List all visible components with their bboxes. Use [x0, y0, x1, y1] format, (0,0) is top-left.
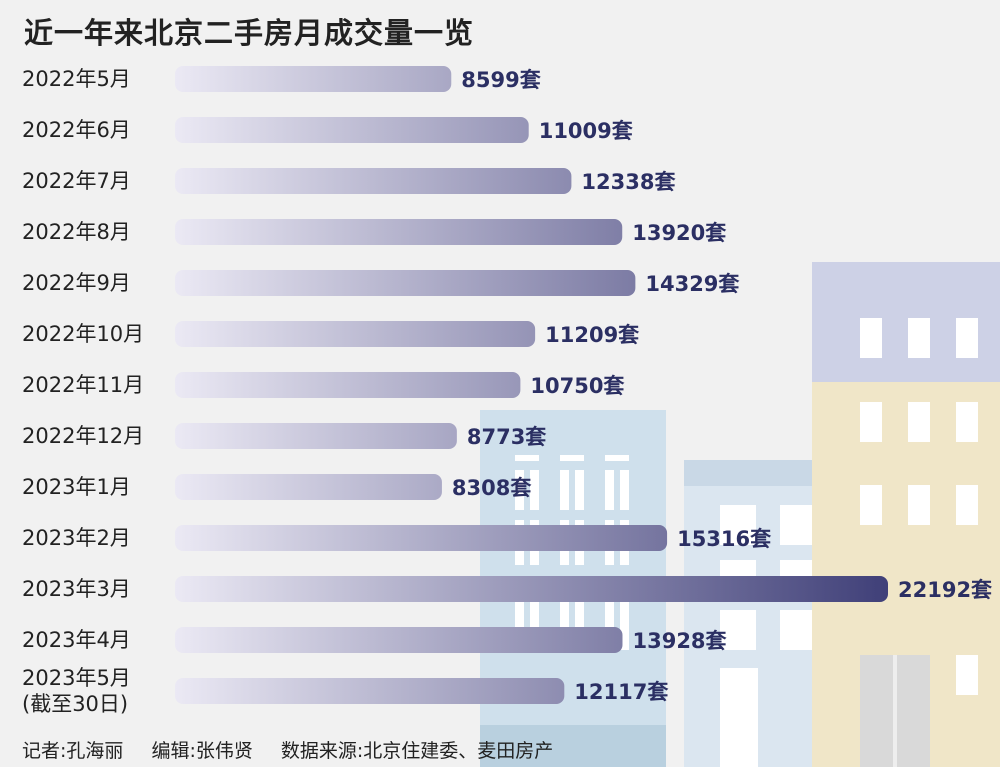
category-label: 2023年4月	[22, 628, 131, 652]
value-label: 11209套	[545, 323, 639, 347]
bar	[175, 219, 623, 245]
bar	[175, 66, 452, 92]
bar	[175, 372, 521, 398]
bar	[175, 525, 668, 551]
bar	[175, 678, 565, 704]
category-label: 2022年5月	[22, 67, 131, 91]
bar	[175, 117, 529, 143]
bar	[175, 627, 623, 653]
value-label: 8773套	[467, 425, 546, 449]
reporter-credit: 记者:孔海丽	[22, 740, 124, 762]
bar	[175, 474, 442, 500]
building-right	[812, 262, 1000, 767]
editor-credit: 编辑:张伟贤	[151, 740, 253, 762]
source-credit: 数据来源:北京住建委、麦田房产	[280, 740, 554, 762]
category-label: 2022年8月	[22, 220, 131, 244]
category-label: 2023年2月	[22, 526, 131, 550]
credits-line: 记者:孔海丽 编辑:张伟贤 数据来源:北京住建委、麦田房产	[22, 736, 575, 763]
value-label: 11009套	[539, 119, 633, 143]
value-label: 8599套	[461, 68, 540, 92]
category-label: 2022年12月	[22, 424, 144, 448]
bar	[175, 423, 457, 449]
category-label: 2022年7月	[22, 169, 131, 193]
bars-group: 2022年5月 8599套 2022年6月 11009套 2022年7月 12338套 20…	[22, 66, 992, 716]
bar	[175, 576, 888, 602]
bar	[175, 270, 636, 296]
bar	[175, 168, 572, 194]
category-label: 2023年5月	[22, 666, 131, 690]
value-label: 15316套	[677, 527, 771, 551]
value-label: 13928套	[632, 629, 726, 653]
value-label: 8308套	[452, 476, 531, 500]
category-label: 2022年11月	[22, 373, 144, 397]
category-label: 2022年10月	[22, 322, 144, 346]
category-label: 2022年6月	[22, 118, 131, 142]
category-label: 2023年3月	[22, 577, 131, 601]
value-label: 12338套	[581, 170, 675, 194]
value-label: 12117套	[574, 680, 668, 704]
category-note: (截至30日)	[22, 692, 128, 716]
bar	[175, 321, 536, 347]
value-label: 13920套	[632, 221, 726, 245]
category-label: 2022年9月	[22, 271, 131, 295]
value-label: 10750套	[530, 374, 624, 398]
value-label: 14329套	[645, 272, 739, 296]
value-label: 22192套	[898, 578, 992, 602]
chart-title: 近一年来北京二手房月成交量一览	[24, 16, 475, 50]
category-label: 2023年1月	[22, 475, 131, 499]
